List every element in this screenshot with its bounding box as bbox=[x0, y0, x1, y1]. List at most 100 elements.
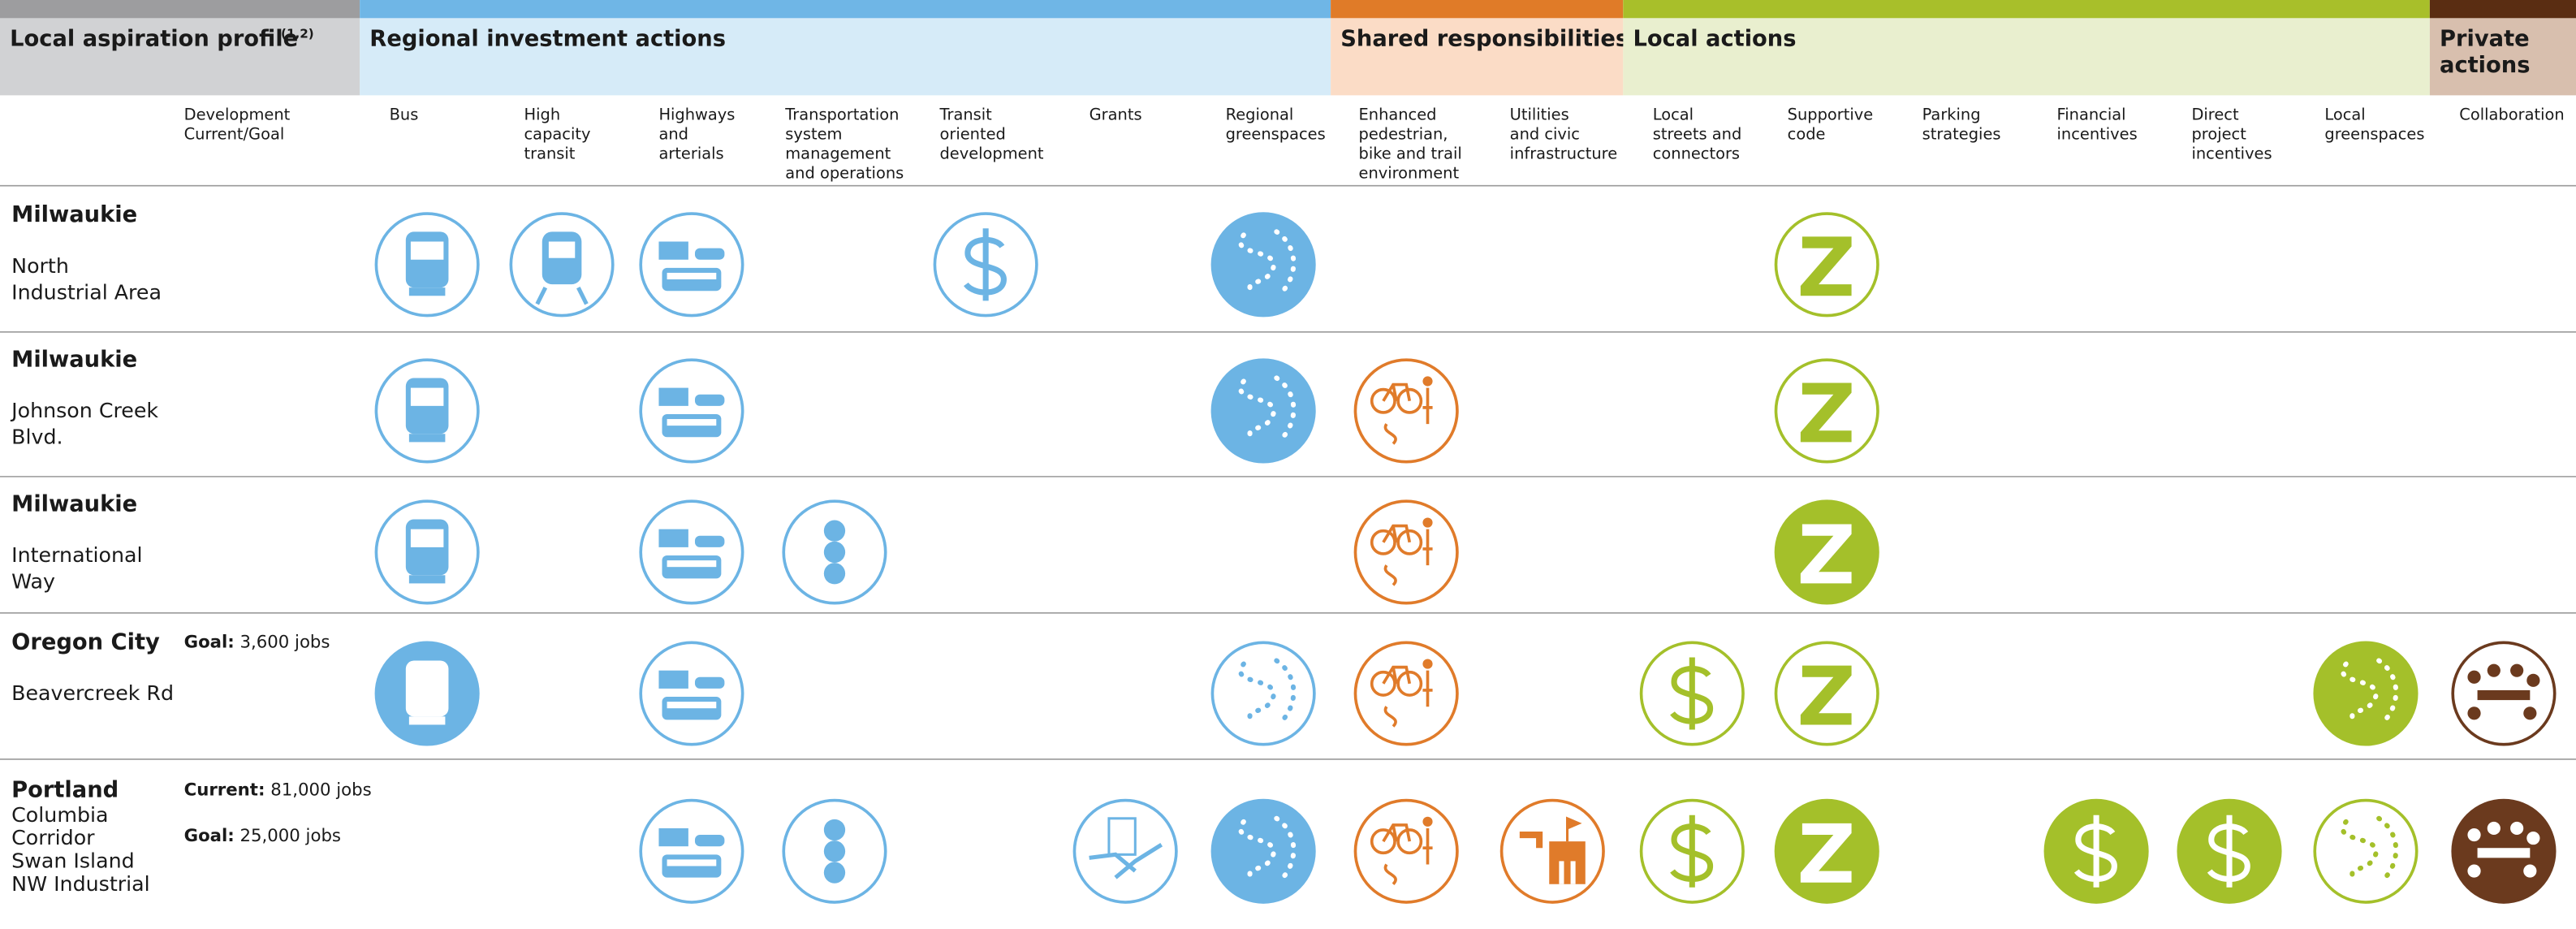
person bbox=[2467, 864, 2481, 878]
dot bbox=[823, 819, 846, 841]
z-letter bbox=[1800, 823, 1852, 883]
area-name: Columbia bbox=[11, 803, 108, 827]
car bbox=[694, 676, 725, 689]
icon bbox=[374, 358, 480, 464]
frame bbox=[1382, 382, 1433, 445]
trail bbox=[1238, 229, 1297, 297]
person bbox=[2526, 831, 2540, 845]
z-letter bbox=[1800, 524, 1852, 584]
wheel bbox=[1370, 670, 1396, 697]
frame bbox=[1382, 524, 1433, 586]
column-header: incentives bbox=[2191, 144, 2272, 162]
column-header: Local bbox=[2324, 106, 2365, 124]
bus-window bbox=[410, 241, 444, 260]
icon bbox=[1639, 798, 1745, 904]
icon-circle bbox=[2313, 798, 2419, 904]
column-header: and civic bbox=[1510, 125, 1580, 144]
bus-window bbox=[410, 529, 444, 547]
icon bbox=[2451, 798, 2557, 904]
column-header: system bbox=[785, 125, 842, 144]
icon bbox=[1774, 499, 1879, 605]
group-title: Regional investment actions bbox=[369, 27, 726, 52]
frame bbox=[1382, 665, 1433, 728]
z-letter bbox=[1800, 665, 1852, 725]
hands bbox=[1089, 843, 1163, 879]
icon bbox=[933, 212, 1038, 318]
column-header: and operations bbox=[785, 163, 904, 182]
truck bbox=[658, 387, 688, 406]
icon bbox=[2177, 798, 2282, 904]
icon bbox=[2451, 641, 2557, 746]
car bbox=[694, 835, 725, 847]
person bbox=[2467, 827, 2481, 842]
development-label: Current: bbox=[184, 780, 265, 800]
development: Current: 81,000 jobs bbox=[184, 780, 372, 800]
person bbox=[2487, 663, 2500, 677]
trail bbox=[1238, 375, 1297, 443]
area-name: Johnson Creek bbox=[10, 399, 158, 422]
icon-circle bbox=[639, 641, 744, 746]
column-header: Enhanced bbox=[1359, 106, 1437, 124]
icon bbox=[1353, 358, 1459, 464]
column-header: code bbox=[1788, 125, 1826, 144]
column-header: Grants bbox=[1090, 106, 1142, 124]
icon bbox=[1072, 798, 1178, 904]
column-header: project bbox=[2191, 125, 2246, 144]
icon-circle bbox=[639, 499, 744, 605]
icon-circle bbox=[1210, 798, 1316, 904]
column-header: management bbox=[785, 144, 891, 162]
dot bbox=[823, 862, 846, 884]
group-strip bbox=[0, 0, 360, 19]
icon bbox=[639, 212, 744, 318]
icon bbox=[1774, 641, 1879, 746]
column-header: Utilities bbox=[1510, 106, 1569, 124]
tap bbox=[1519, 831, 1543, 849]
dollar-sign bbox=[2073, 814, 2117, 888]
column-header: Transportation bbox=[784, 106, 899, 124]
icon bbox=[2043, 798, 2149, 904]
person bbox=[2510, 663, 2524, 677]
coach-window bbox=[667, 702, 717, 709]
area-name: Way bbox=[11, 569, 55, 593]
icon-circle bbox=[639, 798, 744, 904]
development: Goal: 3,600 jobs bbox=[184, 632, 330, 652]
icon bbox=[1353, 798, 1459, 904]
car bbox=[694, 535, 725, 547]
column-header: bike and trail bbox=[1359, 144, 1462, 162]
wheel bbox=[1370, 828, 1396, 855]
trail bbox=[2340, 658, 2399, 726]
person bbox=[2523, 864, 2537, 878]
column-header: transit bbox=[524, 144, 576, 162]
icon bbox=[1210, 358, 1316, 464]
city-name: Oregon City bbox=[11, 629, 160, 655]
flag bbox=[1565, 816, 1582, 842]
icon bbox=[1353, 499, 1459, 605]
icon bbox=[374, 499, 480, 605]
column-header: Supportive bbox=[1788, 106, 1874, 124]
group-strip bbox=[2429, 0, 2576, 19]
icon bbox=[1210, 212, 1316, 318]
frame bbox=[1382, 823, 1433, 886]
icon bbox=[2313, 641, 2419, 746]
wheel bbox=[1396, 387, 1423, 414]
area-name: Swan Island bbox=[11, 849, 134, 873]
person bbox=[2487, 821, 2500, 836]
icon-circle bbox=[2313, 641, 2419, 746]
column-header: Bus bbox=[390, 106, 419, 124]
icon bbox=[1210, 798, 1316, 904]
person bbox=[2467, 706, 2481, 720]
bus-wheels bbox=[408, 434, 446, 443]
table bbox=[2477, 848, 2531, 858]
truck bbox=[658, 529, 688, 547]
column-header: arterials bbox=[658, 144, 723, 162]
column-header: High bbox=[524, 106, 561, 124]
area-name: Industrial Area bbox=[11, 280, 162, 304]
column-header: Collaboration bbox=[2459, 106, 2564, 124]
bus-body bbox=[405, 519, 449, 576]
head bbox=[1422, 517, 1433, 528]
icon-circle bbox=[1210, 212, 1316, 318]
column-header: Transit bbox=[938, 106, 992, 124]
city-name: Milwaukie bbox=[11, 491, 137, 516]
bus-body bbox=[405, 660, 449, 717]
icon bbox=[782, 798, 887, 904]
